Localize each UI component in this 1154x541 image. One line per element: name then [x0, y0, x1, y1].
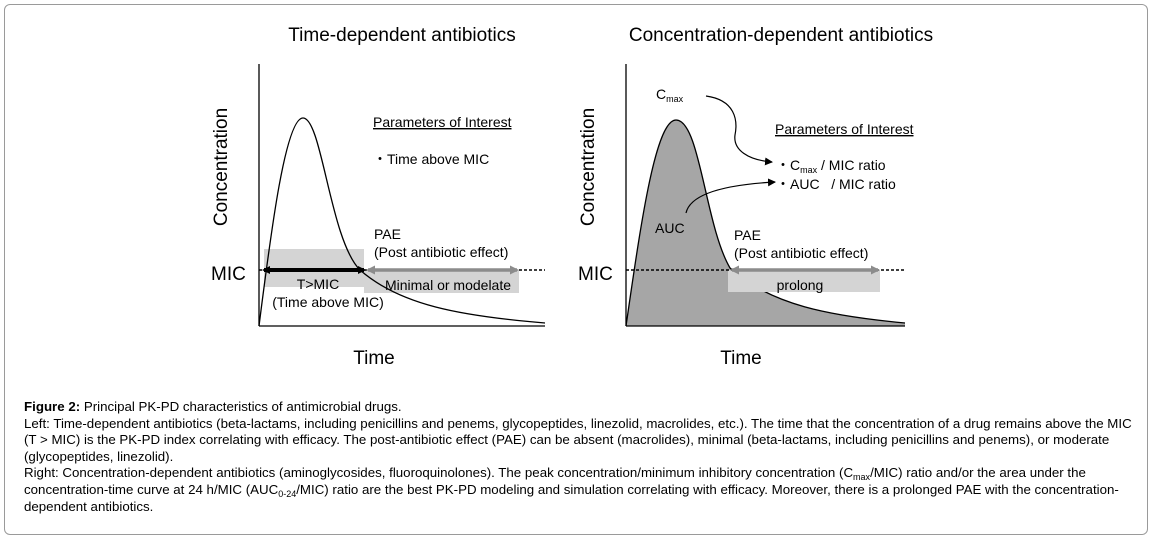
left-params-heading: Parameters of Interest	[373, 114, 512, 130]
right-concentration-curve	[625, 119, 906, 327]
left-concentration-curve	[258, 117, 546, 327]
left-pae-desc: (Post antibiotic effect)	[374, 244, 508, 260]
right-param-cmax-ratio: ・Cmax / MIC ratio	[776, 157, 886, 175]
caption-left-text: Left: Time-dependent antibiotics (beta-l…	[24, 415, 1132, 464]
right-mic-label: MIC	[578, 264, 613, 285]
left-y-label: Concentration	[211, 108, 232, 226]
left-panel-title: Time-dependent antibiotics	[288, 25, 515, 46]
right-pae-desc: (Post antibiotic effect)	[734, 245, 868, 261]
left-pae-label: PAE	[374, 226, 401, 242]
figure-frame	[4, 4, 1148, 535]
caption-figure-title: Principal PK-PD characteristics of antim…	[80, 399, 402, 414]
right-panel-title: Concentration-dependent antibiotics	[629, 25, 933, 46]
left-mic-label: MIC	[211, 264, 246, 285]
right-y-label: Concentration	[578, 108, 599, 226]
left-x-label: Time	[353, 348, 395, 369]
left-tmic-label: T>MIC	[297, 276, 339, 292]
left-pae-extent: Minimal or modelate	[385, 277, 511, 293]
right-panel: Concentration-dependent antibiotics Conc…	[578, 25, 933, 369]
right-pae-band	[728, 270, 880, 292]
auc-area	[626, 120, 905, 326]
right-pae-extent: prolong	[777, 277, 824, 293]
caption-right-text: Right: Concentration-dependent antibioti…	[24, 465, 1119, 514]
auc-pointer-arrow	[685, 178, 776, 214]
figure-caption: Figure 2: Principal PK-PD characteristic…	[24, 399, 1134, 515]
right-params-heading: Parameters of Interest	[775, 121, 914, 137]
auc-label: AUC	[655, 220, 685, 236]
right-x-label: Time	[720, 348, 762, 369]
caption-figure-label: Figure 2:	[24, 399, 81, 414]
cmax-pointer-arrow	[705, 95, 773, 166]
left-panel: Time-dependent antibiotics Concentration…	[211, 25, 546, 369]
right-param-auc-ratio: ・AUC / MIC ratio	[776, 176, 896, 192]
cmax-label: Cmax	[656, 86, 684, 104]
left-param-time-above-mic: ・Time above MIC	[373, 151, 489, 167]
left-pae-band	[364, 270, 519, 293]
right-pae-label: PAE	[734, 227, 761, 243]
left-tmic-desc: (Time above MIC)	[272, 294, 384, 310]
pkpd-diagram: Time-dependent antibiotics Concentration…	[211, 25, 933, 369]
caption-title-line: Figure 2: Principal PK-PD characteristic…	[24, 399, 1134, 416]
